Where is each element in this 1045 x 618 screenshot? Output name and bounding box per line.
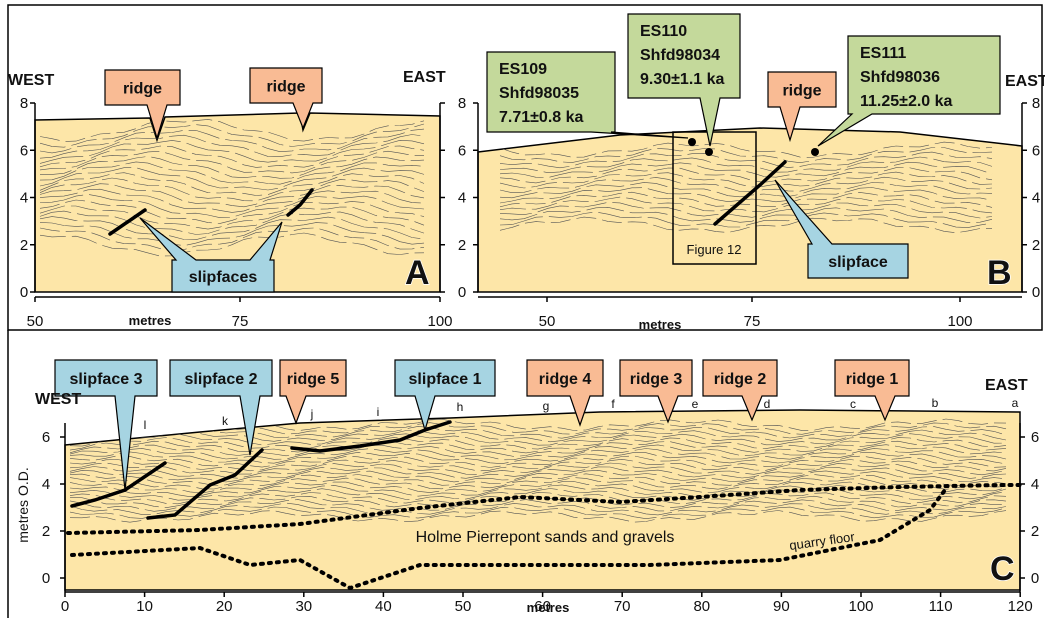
y-tick-label: 8: [1032, 95, 1040, 112]
y-tick-label: 2: [458, 237, 466, 254]
callout-text: ridge 5: [287, 371, 340, 388]
west: WEST: [8, 72, 54, 89]
y-tick-label: 0: [42, 570, 50, 587]
sample-point: [705, 148, 713, 156]
x-tick-label: 110: [929, 598, 953, 615]
x-tick-label: 0: [61, 598, 69, 615]
callout-text: ridge 2: [714, 371, 767, 388]
callout-text: slipface: [828, 254, 888, 271]
y-tick-label: 6: [42, 429, 50, 446]
y-tick-label: 6: [1031, 429, 1039, 446]
callout-text: ES110: [640, 23, 687, 40]
letter: k: [222, 414, 229, 428]
x-tick-label: 100: [947, 313, 972, 330]
y-tick-label: 6: [20, 142, 28, 159]
callout-text: ridge: [782, 83, 821, 100]
x-tick-label: 75: [232, 313, 249, 330]
callout-text: slipface 1: [409, 371, 482, 388]
y-tick-label: 8: [458, 95, 466, 112]
letter: j: [310, 407, 314, 421]
callout-text: slipface 3: [70, 371, 143, 388]
letter: f: [611, 397, 615, 411]
callout: ES110 Shfd98034 9.30±1.1 ka: [628, 14, 740, 146]
y-tick-label: 4: [1031, 476, 1039, 493]
y-tick-label: 6: [1032, 142, 1040, 159]
letter: a: [1012, 396, 1019, 410]
x-tick-label: 100: [427, 313, 452, 330]
sand-c: [65, 410, 1020, 590]
callout-text: ES109: [499, 61, 547, 78]
unit-name: Holme Pierrepont sands and gravels: [416, 529, 675, 546]
letter: h: [457, 400, 464, 414]
callout-text: 9.30±1.1 ka: [640, 71, 725, 88]
y-tick-label: 2: [1031, 523, 1039, 540]
callout-text: Shfd98036: [860, 69, 940, 86]
x-label: metres: [129, 313, 172, 328]
y-tick-label: 0: [20, 284, 28, 301]
y-tick-label: 2: [1032, 237, 1040, 254]
x-tick-label: 120: [1008, 598, 1033, 615]
panel-label: A: [405, 254, 430, 292]
callout-text: ridge 1: [846, 371, 899, 388]
figure-ref: Figure 12: [687, 242, 742, 257]
x-tick-label: 40: [375, 598, 392, 615]
y-tick-label: 4: [1032, 190, 1040, 207]
y-tick-label: 0: [1031, 570, 1039, 587]
x-tick-label: 90: [773, 598, 790, 615]
y-tick-label: 8: [20, 95, 28, 112]
letter: g: [543, 399, 550, 413]
y-tick-label: 0: [458, 284, 466, 301]
y-tick-label: 6: [458, 142, 466, 159]
x-tick-label: 60: [534, 598, 551, 615]
letter: e: [692, 397, 699, 411]
callout-text: Shfd98035: [499, 85, 579, 102]
letter: l: [144, 418, 147, 432]
callout-text: 7.71±0.8 ka: [499, 109, 584, 126]
x-tick-label: 10: [136, 598, 153, 615]
y-tick-label: 0: [1032, 284, 1040, 301]
west: WEST: [35, 391, 81, 408]
sand-b: [478, 128, 1022, 292]
east: EAST: [1005, 73, 1045, 90]
y-tick-label: 4: [42, 476, 50, 493]
x-tick-label: 50: [27, 313, 44, 330]
panel-label: B: [987, 254, 1012, 292]
callout: ES111 Shfd98036 11.25±2.0 ka: [818, 36, 1000, 146]
callout-text: Shfd98034: [640, 47, 720, 64]
y-tick-label: 2: [20, 237, 28, 254]
sample-point: [688, 138, 696, 146]
x-label: metres: [639, 317, 682, 332]
x-tick-label: 70: [614, 598, 631, 615]
letter: d: [764, 397, 771, 411]
panel-label: C: [990, 550, 1015, 588]
figure: Figure 12 ridge ridge slipfaces ES109 Shfd98…: [0, 0, 1045, 618]
sample-point: [811, 148, 819, 156]
y-tick-label: 4: [458, 190, 466, 207]
callout-text: slipfaces: [189, 269, 258, 286]
callout-text: ridge 3: [630, 371, 683, 388]
letter: i: [377, 405, 380, 419]
x-tick-label: 50: [455, 598, 472, 615]
x-tick-label: 100: [848, 598, 873, 615]
x-tick-label: 50: [539, 313, 556, 330]
y-tick-label: 2: [42, 523, 50, 540]
x-tick-label: 75: [744, 313, 761, 330]
x-tick-label: 20: [216, 598, 233, 615]
callout-text: ES111: [860, 45, 906, 62]
y-tick-label: 4: [20, 190, 28, 207]
x-tick-label: 30: [295, 598, 312, 615]
letter: b: [932, 396, 939, 410]
callout-text: ridge: [123, 81, 162, 98]
callout-text: 11.25±2.0 ka: [860, 93, 953, 110]
letter: c: [850, 397, 856, 411]
callout-text: ridge 4: [539, 371, 592, 388]
callout-text: slipface 2: [185, 371, 258, 388]
east: EAST: [985, 377, 1028, 394]
y-label: metres O.D.: [15, 467, 31, 542]
east: EAST: [403, 69, 446, 86]
callout-text: ridge: [266, 79, 305, 96]
x-tick-label: 80: [693, 598, 710, 615]
callout-shape: [818, 36, 1000, 146]
